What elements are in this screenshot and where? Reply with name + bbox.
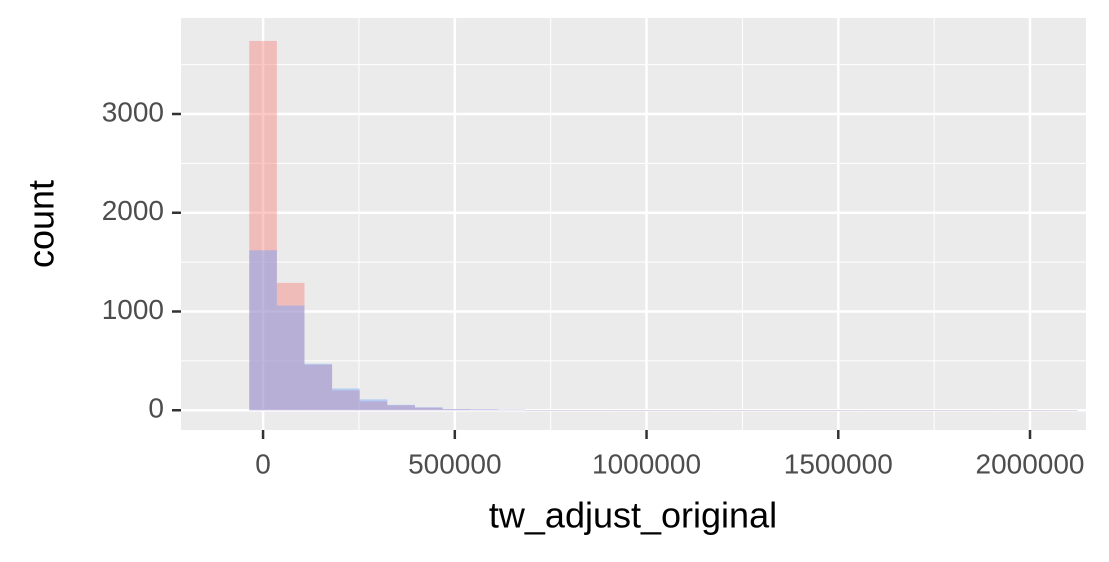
bar xyxy=(332,388,360,411)
bar xyxy=(332,390,360,411)
bar xyxy=(829,410,857,411)
bar xyxy=(442,409,471,411)
bar xyxy=(773,410,802,411)
bar xyxy=(663,410,692,411)
bar xyxy=(414,407,443,411)
bar xyxy=(829,410,857,411)
x-tick-label: 1500000 xyxy=(784,448,893,479)
bar xyxy=(691,410,719,411)
bar xyxy=(939,410,968,411)
bar xyxy=(387,405,415,411)
bar xyxy=(1049,410,1078,411)
bar xyxy=(746,410,774,411)
bar xyxy=(884,410,912,411)
bar xyxy=(856,410,885,411)
y-tick-label: 3000 xyxy=(102,96,164,127)
bar xyxy=(801,410,830,411)
bar xyxy=(552,410,581,411)
bar xyxy=(608,410,636,411)
bar xyxy=(967,410,995,411)
bar xyxy=(359,401,388,411)
bar xyxy=(939,410,968,411)
y-tick-label: 0 xyxy=(148,393,164,424)
bar xyxy=(276,305,305,411)
bar xyxy=(276,282,305,411)
bar xyxy=(967,410,995,411)
bar xyxy=(580,410,609,411)
bar xyxy=(994,410,1023,411)
x-tick-label: 1000000 xyxy=(592,448,701,479)
bar xyxy=(608,410,636,411)
bar xyxy=(304,364,333,411)
bars xyxy=(249,40,1078,411)
y-axis-title: count xyxy=(21,180,62,268)
bar xyxy=(552,410,581,411)
bar xyxy=(525,410,553,411)
bar xyxy=(718,410,747,411)
grid xyxy=(181,18,1086,430)
axes: 0 1000 2000 3000 0 500000 1000000 1500000 200000… xyxy=(102,96,1085,479)
x-tick-label: 0 xyxy=(255,448,271,479)
bar xyxy=(497,409,526,411)
bar xyxy=(663,410,692,411)
bar xyxy=(911,410,940,411)
x-tick-label: 500000 xyxy=(408,448,501,479)
bar xyxy=(442,409,471,411)
bar xyxy=(304,363,333,411)
bar xyxy=(718,410,747,411)
bar xyxy=(635,410,664,411)
bar xyxy=(801,410,830,411)
bar xyxy=(497,409,526,411)
bar xyxy=(359,399,388,411)
bar xyxy=(580,410,609,411)
x-axis-title: tw_adjust_original xyxy=(489,495,777,536)
y-tick-label: 1000 xyxy=(102,294,164,325)
bar xyxy=(525,410,553,411)
bar xyxy=(414,407,443,411)
x-tick-label: 2000000 xyxy=(976,448,1085,479)
bar xyxy=(1022,410,1050,411)
bar xyxy=(884,410,912,411)
bar xyxy=(994,410,1023,411)
bar xyxy=(1049,410,1078,411)
bar xyxy=(773,410,802,411)
bar xyxy=(249,250,277,411)
bar xyxy=(470,409,498,411)
bar xyxy=(249,40,277,411)
bar xyxy=(635,410,664,411)
bar xyxy=(746,410,774,411)
bar xyxy=(387,404,415,411)
y-tick-label: 2000 xyxy=(102,195,164,226)
bar xyxy=(856,410,885,411)
bar xyxy=(691,410,719,411)
bar xyxy=(911,410,940,411)
bar xyxy=(470,409,498,411)
bar xyxy=(1022,410,1050,411)
